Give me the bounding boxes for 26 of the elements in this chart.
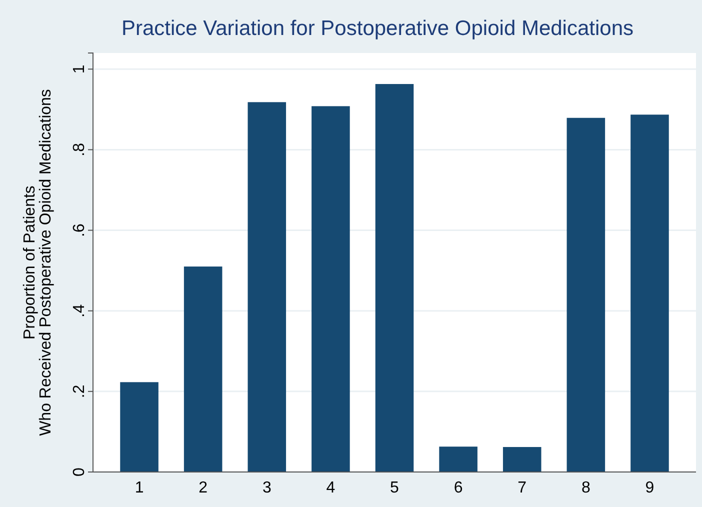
y-tick-label: .4 xyxy=(71,304,88,318)
y-tick-label: .8 xyxy=(71,142,88,156)
bar xyxy=(502,447,542,472)
bar xyxy=(312,106,350,472)
bar xyxy=(120,382,158,472)
x-tick-label: 5 xyxy=(390,480,400,497)
y-tick-label: 1 xyxy=(71,64,88,74)
x-tick-label: 8 xyxy=(581,480,590,497)
y-tick-label: 0 xyxy=(71,467,88,476)
x-tick-label: 6 xyxy=(454,480,463,497)
x-tick-label: 2 xyxy=(198,480,208,497)
x-tick-label: 4 xyxy=(326,480,336,497)
bar xyxy=(184,266,222,472)
bar xyxy=(439,446,478,472)
x-tick-label: 9 xyxy=(645,480,654,497)
y-tick-label: .2 xyxy=(71,384,88,398)
x-tick-label: 7 xyxy=(518,480,527,497)
chart-title: Practice Variation for Postoperative Opioid Medications xyxy=(121,17,634,40)
bar xyxy=(248,102,286,472)
y-axis-title: Proportion of Patients Who Received Postoperative Opioid Medications xyxy=(22,89,55,436)
bar xyxy=(375,84,414,472)
x-tick-label: 1 xyxy=(134,480,144,497)
bar xyxy=(630,114,669,472)
bar xyxy=(566,118,606,472)
y-tick-label: .6 xyxy=(71,223,88,237)
x-tick-label: 3 xyxy=(262,480,272,497)
